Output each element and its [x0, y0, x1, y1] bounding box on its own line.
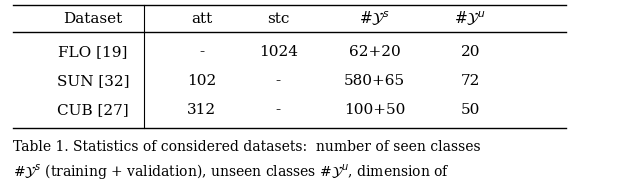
Text: -: - [276, 74, 281, 88]
Text: 50: 50 [461, 103, 480, 117]
Text: $\#\mathcal{Y}^s$ (training + validation), unseen classes $\#\mathcal{Y}^u$, dim: $\#\mathcal{Y}^s$ (training + validation… [13, 162, 450, 181]
Text: $\#\mathcal{Y}^s$: $\#\mathcal{Y}^s$ [359, 10, 390, 28]
Text: 1024: 1024 [259, 45, 298, 59]
Text: att: att [191, 12, 212, 26]
Text: stc: stc [268, 12, 289, 26]
Text: 72: 72 [461, 74, 480, 88]
Text: Table 1. Statistics of considered datasets:  number of seen classes: Table 1. Statistics of considered datase… [13, 140, 481, 154]
Text: 62+20: 62+20 [349, 45, 400, 59]
Text: CUB [27]: CUB [27] [57, 103, 129, 117]
Text: -: - [199, 45, 204, 59]
Text: 102: 102 [187, 74, 216, 88]
Text: 580+65: 580+65 [344, 74, 405, 88]
Text: SUN [32]: SUN [32] [56, 74, 129, 88]
Text: -: - [276, 103, 281, 117]
Text: 312: 312 [187, 103, 216, 117]
Text: 100+50: 100+50 [344, 103, 405, 117]
Text: FLO [19]: FLO [19] [58, 45, 127, 59]
Text: 20: 20 [461, 45, 480, 59]
Text: Dataset: Dataset [63, 12, 122, 26]
Text: $\#\mathcal{Y}^u$: $\#\mathcal{Y}^u$ [454, 10, 486, 28]
